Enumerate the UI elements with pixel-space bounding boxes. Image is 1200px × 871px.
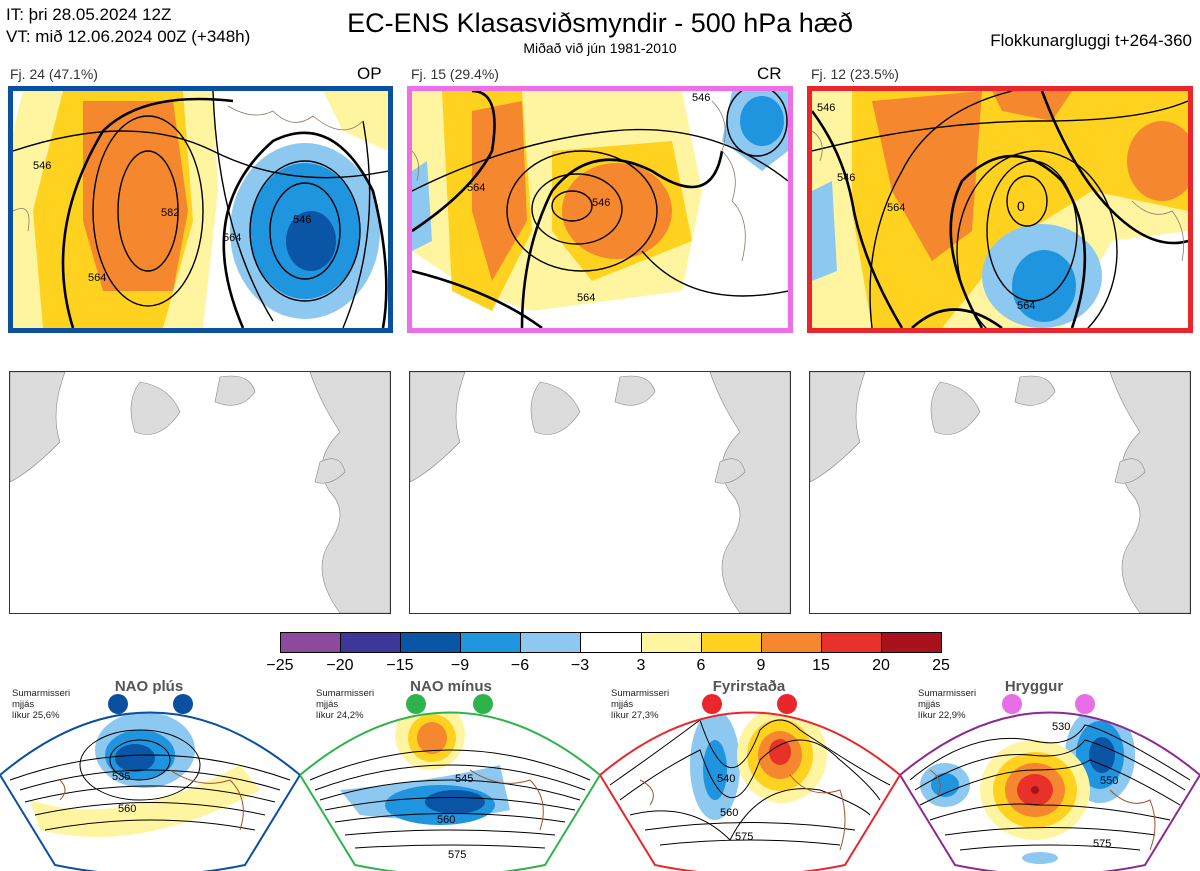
regime-1-dot [173,694,193,714]
colorbar-tick: −25 [266,657,294,674]
empty-map-1 [9,371,391,614]
cluster-map-2: 564 546 564 546 [407,86,793,333]
contour-label: 546 [837,172,855,184]
contour-label: 545 [455,773,473,785]
contour-label: 546 [817,102,835,114]
regime-1-dot [108,694,128,714]
contour-label: 546 [33,160,51,172]
regime-2-dot [473,694,493,714]
valid-time: VT: mið 12.06.2024 00Z (+348h) [6,27,251,46]
cluster-2-tag: CR [757,64,782,83]
regime-1-title: NAO plús [114,678,184,695]
regime-3-dot [702,694,722,714]
contour-label: 560 [720,807,738,819]
contour-label: 575 [735,831,753,843]
initial-time: IT: þri 28.05.2024 12Z [6,5,172,24]
contour-label: 575 [448,849,466,861]
page-title: EC-ENS Klasasviðsmyndir - 500 hPa hæð [347,8,853,38]
contour-label: 530 [1052,721,1070,733]
regime-4-map: 530 550 575 [900,694,1200,871]
contour-label: 546 [592,197,610,209]
regime-4-title: Hryggur [1004,678,1064,695]
regime-3-map: 540 560 575 [600,694,900,871]
contour-label: 575 [1093,838,1111,850]
contour-label: 535 [112,771,130,783]
colorbar-tick: 3 [636,657,646,674]
colorbar-tick: −6 [510,657,530,674]
regime-3-note: Sumarmisseri mjjás líkur 27,3% [611,688,670,721]
colorbar-swatch [581,633,642,652]
contour-label: 564 [223,232,241,244]
colorbar-swatch [701,633,762,652]
colorbar-swatch [821,633,882,652]
regime-2-dot [406,694,426,714]
regime-2-note: Sumarmisseri mjjás líkur 24,2% [316,688,375,721]
regime-4-dot [1002,694,1022,714]
colorbar-swatch [521,633,582,652]
contour-label: 540 [717,773,735,785]
contour-label: 564 [1017,300,1035,312]
colorbar-swatch [761,633,822,652]
contour-label: 564 [887,202,905,214]
colorbar [280,632,942,653]
contour-label: 546 [692,92,710,104]
contour-label: 546 [293,214,311,226]
contour-label: 560 [118,803,136,815]
colorbar-tick: −3 [570,657,590,674]
page-subtitle: Miðað við jún 1981-2010 [523,40,677,56]
contour-label: 550 [1100,775,1118,787]
colorbar-swatch [461,633,522,652]
colorbar-tick: 25 [932,657,950,674]
colorbar-tick: 20 [872,657,890,674]
contour-label: 564 [577,292,595,304]
run-info: IT: þri 28.05.2024 12Z VT: mið 12.06.202… [6,4,250,48]
empty-map-2 [409,371,791,614]
colorbar-tick: 15 [812,657,830,674]
colorbar-tick: −15 [386,657,414,674]
contour-label: 564 [467,182,485,194]
empty-map-3 [809,371,1191,614]
classification-window: Flokkunargluggi t+264-360 [990,31,1192,50]
cluster-map-3: 546 564 546 0 564 [807,86,1193,333]
colorbar-swatch [641,633,702,652]
contour-label: 564 [88,272,106,284]
colorbar-swatch [881,633,942,652]
contour-label: 560 [437,814,455,826]
colorbar-tick: 9 [756,657,766,674]
regime-3-title: Fyrirstaða [712,678,786,695]
cluster-2-label: Fj. 15 (29.4%) [411,66,499,82]
regime-4-dot [1075,694,1095,714]
cluster-map-1: 546 564 582 546 564 [8,86,393,333]
colorbar-tick: 6 [696,657,706,674]
cluster-3-label: Fj. 12 (23.5%) [811,66,899,82]
contour-label: 0 [1017,198,1025,214]
colorbar-swatch [401,633,462,652]
regime-1-map: 535 560 [0,694,300,871]
regime-2-map: 545 560 575 [300,694,600,871]
regime-2-title: NAO mínus [410,678,492,695]
colorbar-swatch [281,633,342,652]
cluster-1-tag: OP [357,64,382,83]
colorbar-swatch [341,633,402,652]
regime-1-note: Sumarmisseri mjjás líkur 25,6% [12,688,71,721]
cluster-1-label: Fj. 24 (47.1%) [10,66,98,82]
colorbar-tick: −20 [326,657,354,674]
regime-3-dot [777,694,797,714]
colorbar-tick: −9 [450,657,470,674]
contour-label: 582 [161,207,179,219]
regime-4-note: Sumarmisseri mjjás líkur 22,9% [918,688,977,721]
